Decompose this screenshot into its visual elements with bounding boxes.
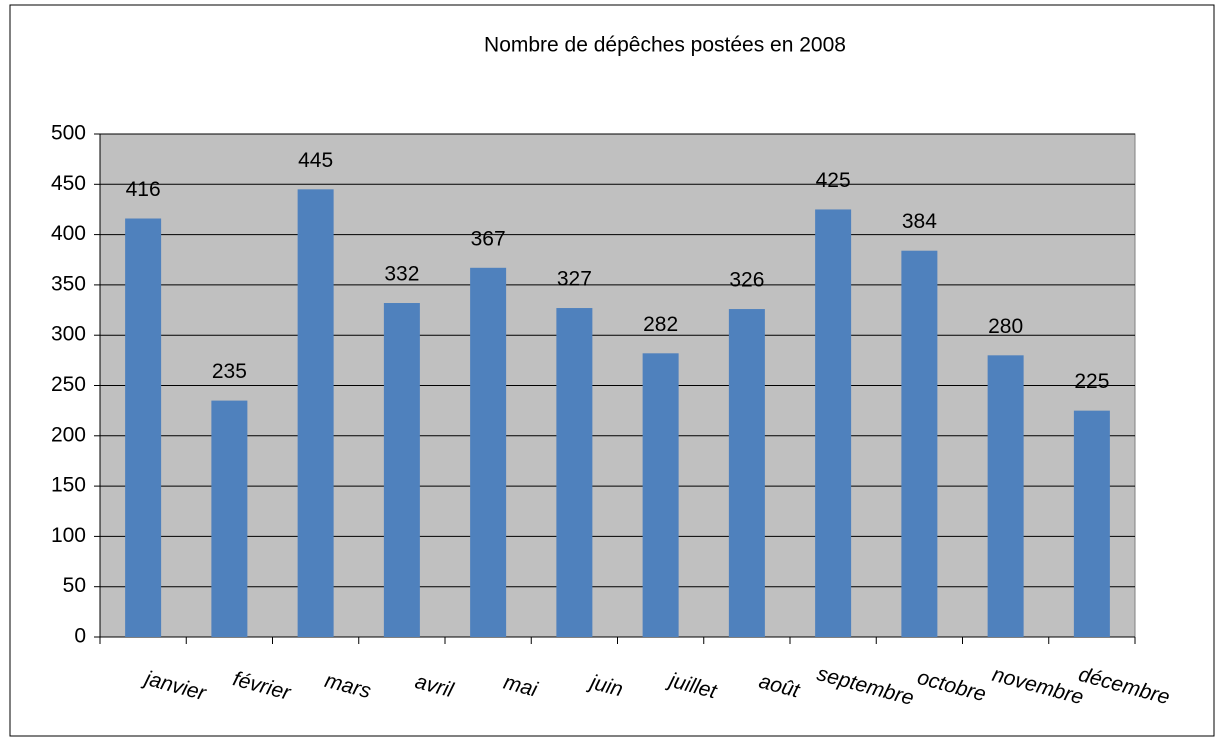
bar <box>728 309 765 637</box>
data-label: 445 <box>298 149 333 172</box>
y-tick-label: 450 <box>51 172 86 195</box>
data-label: 326 <box>729 269 764 292</box>
bar <box>470 267 507 637</box>
bar <box>211 400 248 637</box>
y-tick-label: 400 <box>51 222 86 245</box>
bar <box>901 250 938 638</box>
bar <box>815 209 852 637</box>
data-label: 280 <box>988 315 1023 338</box>
bar <box>642 353 679 637</box>
bar <box>1073 410 1110 637</box>
data-label: 332 <box>384 263 419 286</box>
bar <box>556 308 593 637</box>
data-label: 225 <box>1074 370 1109 393</box>
bar <box>125 218 162 637</box>
bar <box>297 189 334 637</box>
y-tick-label: 200 <box>51 423 86 446</box>
y-tick-label: 150 <box>51 474 86 497</box>
data-label: 367 <box>471 227 506 250</box>
data-label: 384 <box>902 210 937 233</box>
data-label: 327 <box>557 268 592 291</box>
y-tick-label: 500 <box>51 122 86 145</box>
y-tick-label: 300 <box>51 323 86 346</box>
y-tick-label: 50 <box>63 574 86 597</box>
data-label: 282 <box>643 313 678 336</box>
y-tick-label: 350 <box>51 272 86 295</box>
y-tick-label: 0 <box>74 625 86 648</box>
data-label: 235 <box>212 360 247 383</box>
y-tick-label: 250 <box>51 373 86 396</box>
bar <box>383 303 420 637</box>
data-label: 416 <box>126 178 161 201</box>
chart-title: Nombre de dépêches postées en 2008 <box>484 34 846 57</box>
data-label: 425 <box>816 169 851 192</box>
y-tick-label: 100 <box>51 524 86 547</box>
bar <box>987 355 1024 637</box>
